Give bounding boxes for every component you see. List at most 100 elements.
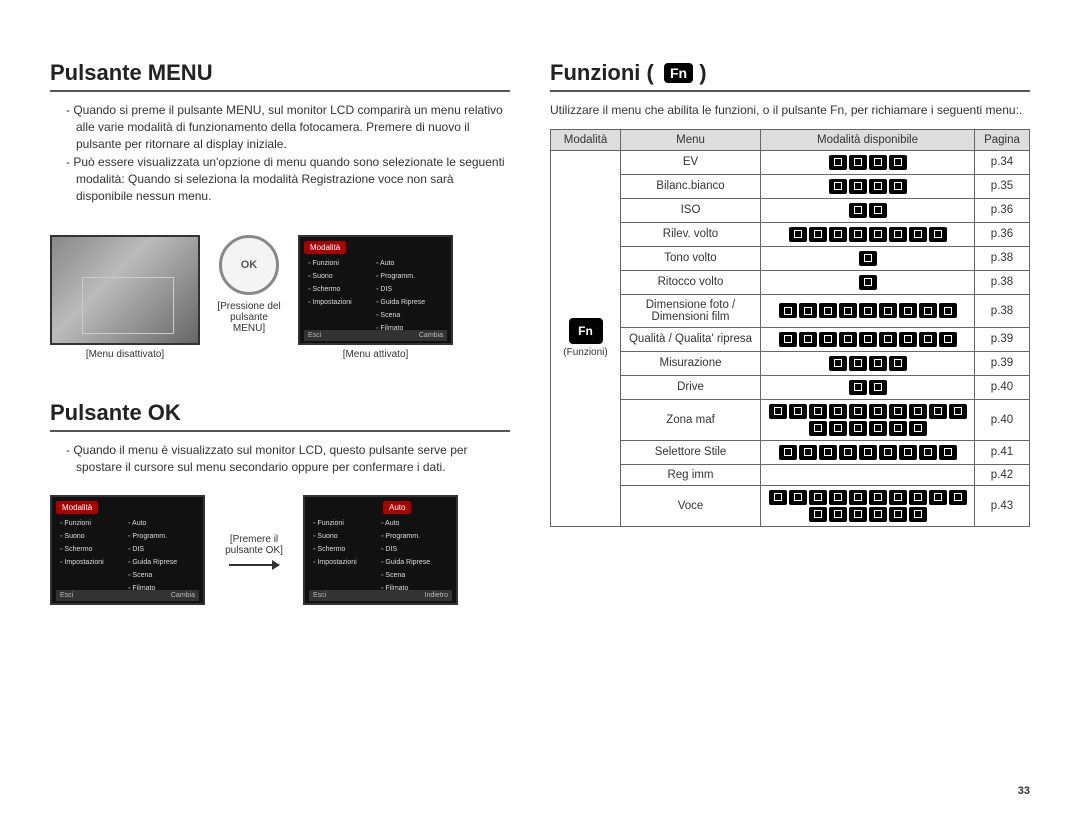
press-menu-label: [Pressione del pulsante MENU] [214,235,284,334]
mode-chip-icon [849,380,867,395]
page-cell: p.34 [975,150,1030,174]
mode-chip-icon [849,404,867,419]
avail-cell [761,198,975,222]
mode-chip-icon [879,332,897,347]
menu-cell: Bilanc.bianco [621,174,761,198]
page-cell: p.38 [975,294,1030,327]
press-ok-l1: [Premere il [219,534,289,545]
table-row: Qualità / Qualita' ripresa p.39 [551,327,1030,351]
right-column: Funzioni ( Fn ) Utilizzare il menu che a… [550,60,1030,795]
page-cell: p.43 [975,485,1030,526]
avail-cell [761,327,975,351]
th-avail: Modalità disponibile [761,129,975,150]
table-row: Zona mafp.40 [551,399,1030,440]
table-header-row: Modalità Menu Modalità disponibile Pagin… [551,129,1030,150]
menu2-footer: Esci Cambia [56,590,199,601]
mode-chip-icon [789,490,807,505]
avail-cell [761,294,975,327]
menu-body: - Quando si preme il pulsante MENU, sul … [66,102,510,205]
mode-chip-icon [829,404,847,419]
menu-screen-on: Modalità ◦ Funzioni◦ Suono◦ Schermo◦ Imp… [298,235,453,345]
mode-chip-icon [849,227,867,242]
press-l1: [Pressione del [214,301,284,312]
mode-chip-icon [789,227,807,242]
page-cell: p.36 [975,198,1030,222]
menu2-col-left: ◦ Funzioni◦ Suono◦ Schermo◦ Impostazioni [60,517,104,569]
menu-tab3: Auto [383,501,411,514]
section-title-menu: Pulsante MENU [50,60,510,92]
page-cell: p.41 [975,440,1030,464]
mode-chip-icon [839,303,857,318]
mode-chip-icon [859,303,877,318]
lcd-on-wrap: Modalità ◦ Funzioni◦ Suono◦ Schermo◦ Imp… [298,235,453,360]
mode-chip-icon [809,227,827,242]
caption-off: [Menu disattivato] [50,349,200,360]
page-cell: p.39 [975,327,1030,351]
mode-chip-icon [859,275,877,290]
funzioni-title-end: ) [699,60,706,85]
mode-chip-icon [849,421,867,436]
mode-chip-icon [869,490,887,505]
menu-cell: Drive [621,375,761,399]
mode-chip-icon [889,404,907,419]
table-row: ISOp.36 [551,198,1030,222]
arrow-icon [229,564,279,566]
menu-cell: Ritocco volto [621,270,761,294]
caption-on: [Menu attivato] [298,349,453,360]
footer-r: Cambia [419,332,443,339]
footer-l: Esci [308,332,321,339]
menu-cell: Qualità / Qualita' ripresa [621,327,761,351]
table-body: Fn(Funzioni)EVp.34Bilanc.biancop.35ISOp.… [551,150,1030,526]
mode-chip-icon [829,227,847,242]
table-row: Tono voltop.38 [551,246,1030,270]
figure-row-ok: Modalità ◦ Funzioni◦ Suono◦ Schermo◦ Imp… [50,495,510,605]
mode-chip-icon [949,404,967,419]
menu3-col-right: ◦ Auto◦ Programm.◦ DIS◦ Guida Riprese◦ S… [381,517,430,595]
mode-chip-icon [869,227,887,242]
menu-screen-ok-1: Modalità ◦ Funzioni◦ Suono◦ Schermo◦ Imp… [50,495,205,605]
mode-chip-icon [839,445,857,460]
fn-badge-icon: Fn [569,318,603,344]
mode-cell: Fn(Funzioni) [551,150,621,526]
table-row: Drive p.40 [551,375,1030,399]
mode-chip-icon [799,445,817,460]
menu3-col-left: ◦ Funzioni◦ Suono◦ Schermo◦ Impostazioni [313,517,357,569]
avail-cell [761,270,975,294]
mode-chip-icon [779,332,797,347]
mode-chip-icon [829,490,847,505]
mode-chip-icon [799,303,817,318]
page-cell: p.36 [975,222,1030,246]
mode-chip-icon [829,421,847,436]
mode-chip-icon [829,179,847,194]
lcd-off-wrap: [Menu disattivato] [50,235,200,360]
menu-screen-ok-2: Auto ◦ Funzioni◦ Suono◦ Schermo◦ Imposta… [303,495,458,605]
menu-cell: Reg imm [621,464,761,485]
menu-tab2: Modalità [56,501,98,514]
mode-chip-icon [829,155,847,170]
page-cell: p.38 [975,270,1030,294]
mode-chip-icon [909,490,927,505]
menu-para1: - Quando si preme il pulsante MENU, sul … [66,102,510,152]
page-cell: p.39 [975,351,1030,375]
menu-col-left: ◦ Funzioni◦ Suono◦ Schermo◦ Impostazioni [308,257,352,309]
mode-chip-icon [919,303,937,318]
menu-cell: Zona maf [621,399,761,440]
mode-chip-icon [919,332,937,347]
mode-chip-icon [819,303,837,318]
mode-chip-icon [909,404,927,419]
page-cell: p.40 [975,375,1030,399]
th-mode: Modalità [551,129,621,150]
mode-chip-icon [869,421,887,436]
funzioni-table: Modalità Menu Modalità disponibile Pagin… [550,129,1030,527]
mode-chip-icon [939,445,957,460]
mode-chip-icon [889,507,907,522]
th-menu: Menu [621,129,761,150]
avail-cell [761,351,975,375]
mode-chip-icon [889,179,907,194]
mode-chip-icon [799,332,817,347]
mode-chip-icon [829,507,847,522]
mode-chip-icon [909,421,927,436]
fn-icon: Fn [664,63,693,83]
mode-chip-icon [869,179,887,194]
left-column: Pulsante MENU - Quando si preme il pulsa… [50,60,510,795]
